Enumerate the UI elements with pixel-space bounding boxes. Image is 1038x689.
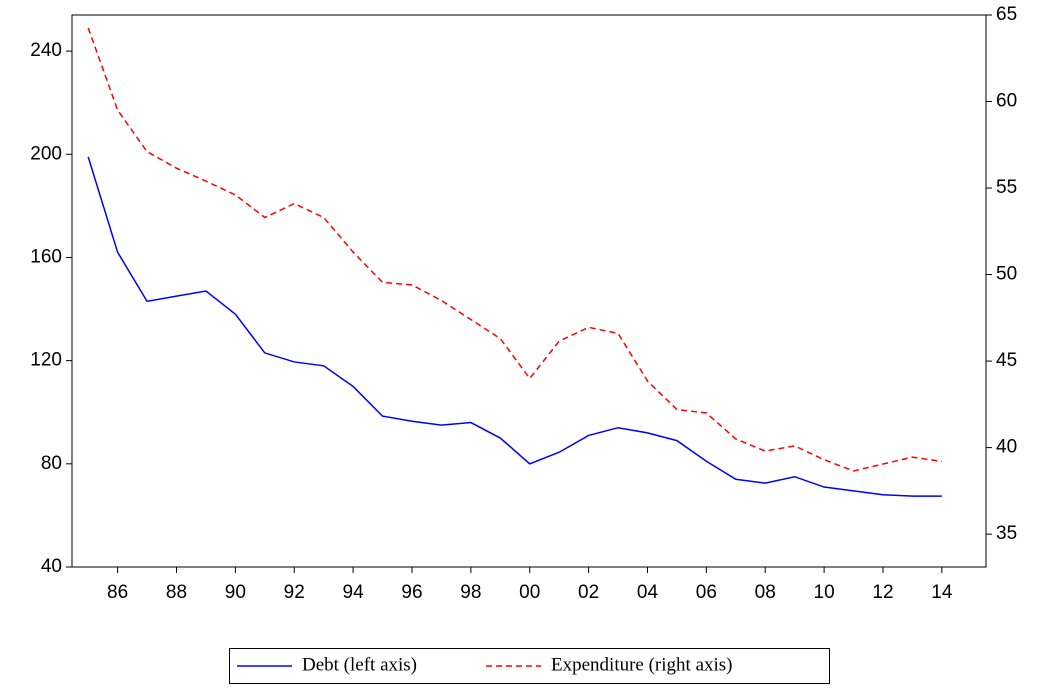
y2-tick-label: 45 [996, 350, 1017, 371]
y-tick-label: 240 [30, 40, 62, 61]
plot-frame [71, 14, 987, 568]
y2-tick-label: 60 [996, 91, 1017, 112]
x-tick-label: 14 [931, 582, 953, 603]
y2-tick-label: 55 [996, 177, 1017, 198]
x-tick-label: 96 [401, 582, 422, 603]
x-tick-label: 08 [755, 582, 776, 603]
x-tick-label: 88 [166, 582, 187, 603]
x-tick-label: 94 [343, 582, 365, 603]
y-tick-label: 40 [41, 556, 62, 577]
legend-label: Debt (left axis) [302, 654, 417, 675]
series-line [87, 156, 942, 497]
y2-tick-label: 65 [996, 4, 1017, 25]
x-tick-label: 10 [814, 582, 835, 603]
x-tick-label: 06 [696, 582, 717, 603]
x-tick-label: 92 [284, 582, 305, 603]
x-tick-label: 90 [225, 582, 246, 603]
y-tick-label: 120 [30, 350, 62, 371]
y2-tick-label: 40 [996, 437, 1017, 458]
x-tick-label: 02 [578, 582, 599, 603]
x-tick-label: 00 [519, 582, 540, 603]
y-tick-label: 80 [41, 453, 62, 474]
x-tick-label: 12 [872, 582, 893, 603]
x-tick-label: 04 [637, 582, 659, 603]
y-tick-label: 200 [30, 143, 62, 164]
y-tick-label: 160 [30, 246, 62, 267]
y2-tick-label: 35 [996, 523, 1017, 544]
series-line [87, 27, 942, 472]
y2-tick-label: 50 [996, 264, 1017, 285]
x-tick-label: 86 [107, 582, 128, 603]
legend-label: Expenditure (right axis) [551, 654, 733, 675]
x-tick-label: 98 [460, 582, 481, 603]
